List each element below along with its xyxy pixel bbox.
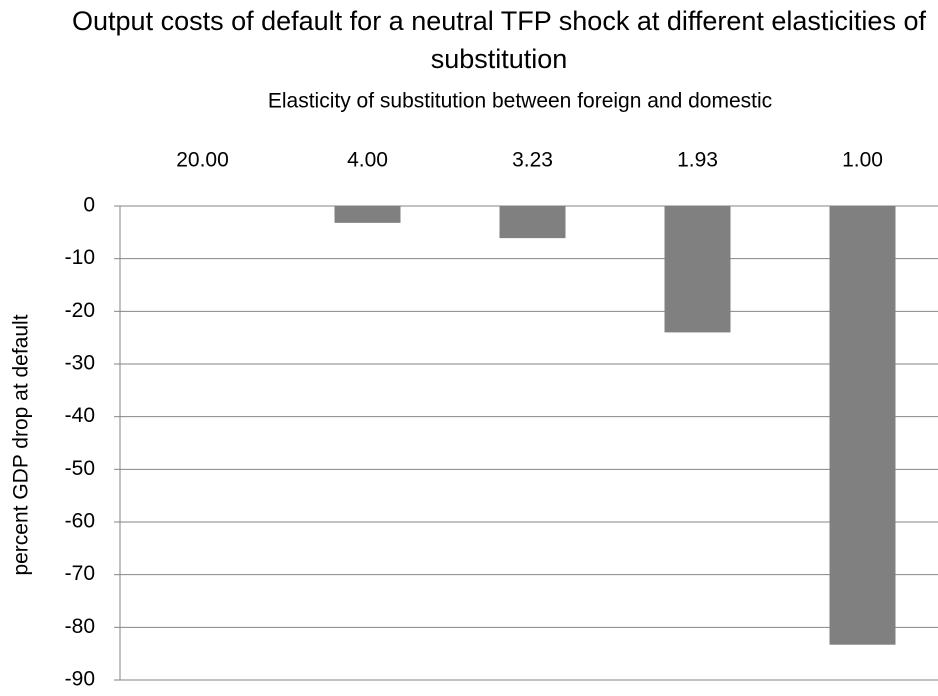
bar (334, 206, 401, 223)
y-axis-label: percent GDP drop at default (10, 314, 33, 575)
bar (499, 206, 566, 239)
y-tick-label: -70 (65, 562, 95, 585)
y-tick-label: -80 (65, 615, 95, 638)
y-tick-label: -60 (65, 510, 95, 533)
y-tick-label: -30 (65, 352, 95, 375)
bar (829, 206, 896, 645)
y-tick-label: -20 (65, 299, 95, 322)
x-tick-label: 4.00 (347, 149, 388, 172)
y-tick-label: 0 (83, 194, 95, 217)
x-tick-label: 20.00 (176, 149, 229, 172)
x-tick-label: 1.00 (842, 149, 883, 172)
x-axis-label: Elasticity of substitution between forei… (268, 90, 772, 113)
x-tick-label: 3.23 (512, 149, 553, 172)
chart-title: Output costs of default for a neutral TF… (72, 6, 926, 74)
y-tick-label: -50 (65, 457, 95, 480)
bar (664, 206, 731, 333)
y-tick-label: -90 (65, 668, 95, 691)
x-tick-label: 1.93 (677, 149, 718, 172)
y-tick-label: -10 (65, 246, 95, 269)
y-tick-label: -40 (65, 404, 95, 427)
